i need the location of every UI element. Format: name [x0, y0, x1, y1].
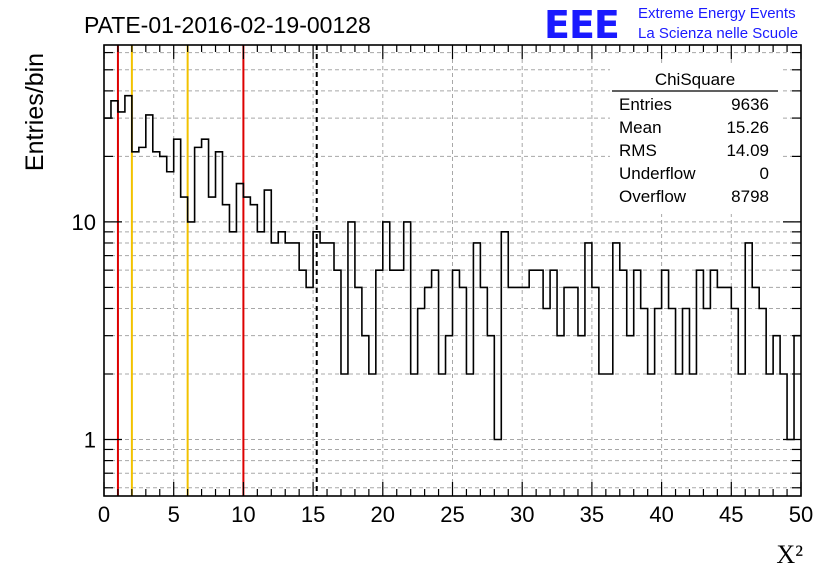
y-tick-labels: 1 10: [72, 210, 96, 453]
eee-logo: EEE Extreme Energy Events La Scienza nel…: [544, 3, 798, 47]
stats-box-title: ChiSquare: [655, 70, 735, 89]
stat-value-overflow: 8798: [731, 187, 769, 206]
x-tick-label: 50: [789, 502, 813, 527]
eee-logo-letters: EEE: [544, 3, 619, 47]
x-tick-label: 15: [301, 502, 325, 527]
x-axis-label: X²: [776, 540, 803, 569]
x-tick-label: 40: [649, 502, 673, 527]
logo-line-1: Extreme Energy Events: [638, 5, 796, 22]
stats-box-background: [610, 64, 781, 214]
x-tick-label: 20: [371, 502, 395, 527]
x-tick-label: 10: [231, 502, 255, 527]
stat-label-overflow: Overflow: [619, 187, 687, 206]
stat-value-underflow: 0: [760, 164, 769, 183]
x-tick-label: 25: [440, 502, 464, 527]
stat-label-entries: Entries: [619, 95, 672, 114]
stat-label-rms: RMS: [619, 141, 657, 160]
stat-value-rms: 14.09: [726, 141, 769, 160]
vertical-markers: [116, 45, 318, 496]
histogram-step-line: [104, 94, 801, 441]
y-tick-label: 1: [84, 428, 96, 453]
x-tick-label: 30: [510, 502, 534, 527]
axis-ticks: [103, 45, 802, 496]
x-tick-labels: 0 5 10 15 20 25 30 35 40 45 50: [98, 502, 813, 527]
x-tick-label: 5: [168, 502, 180, 527]
chart-title: PATE-01-2016-02-19-00128: [84, 12, 371, 38]
x-tick-label: 0: [98, 502, 110, 527]
stat-label-mean: Mean: [619, 118, 662, 137]
y-axis-label: Entries/bin: [21, 53, 49, 171]
stat-label-underflow: Underflow: [619, 164, 696, 183]
stats-box: ChiSquare Entries 9636 Mean 15.26 RMS 14…: [610, 64, 781, 214]
x-tick-label: 45: [719, 502, 743, 527]
stat-value-mean: 15.26: [726, 118, 769, 137]
x-tick-label: 35: [580, 502, 604, 527]
y-tick-label: 10: [72, 210, 96, 235]
logo-line-2: La Scienza nelle Scuole: [638, 25, 798, 42]
stat-value-entries: 9636: [731, 95, 769, 114]
